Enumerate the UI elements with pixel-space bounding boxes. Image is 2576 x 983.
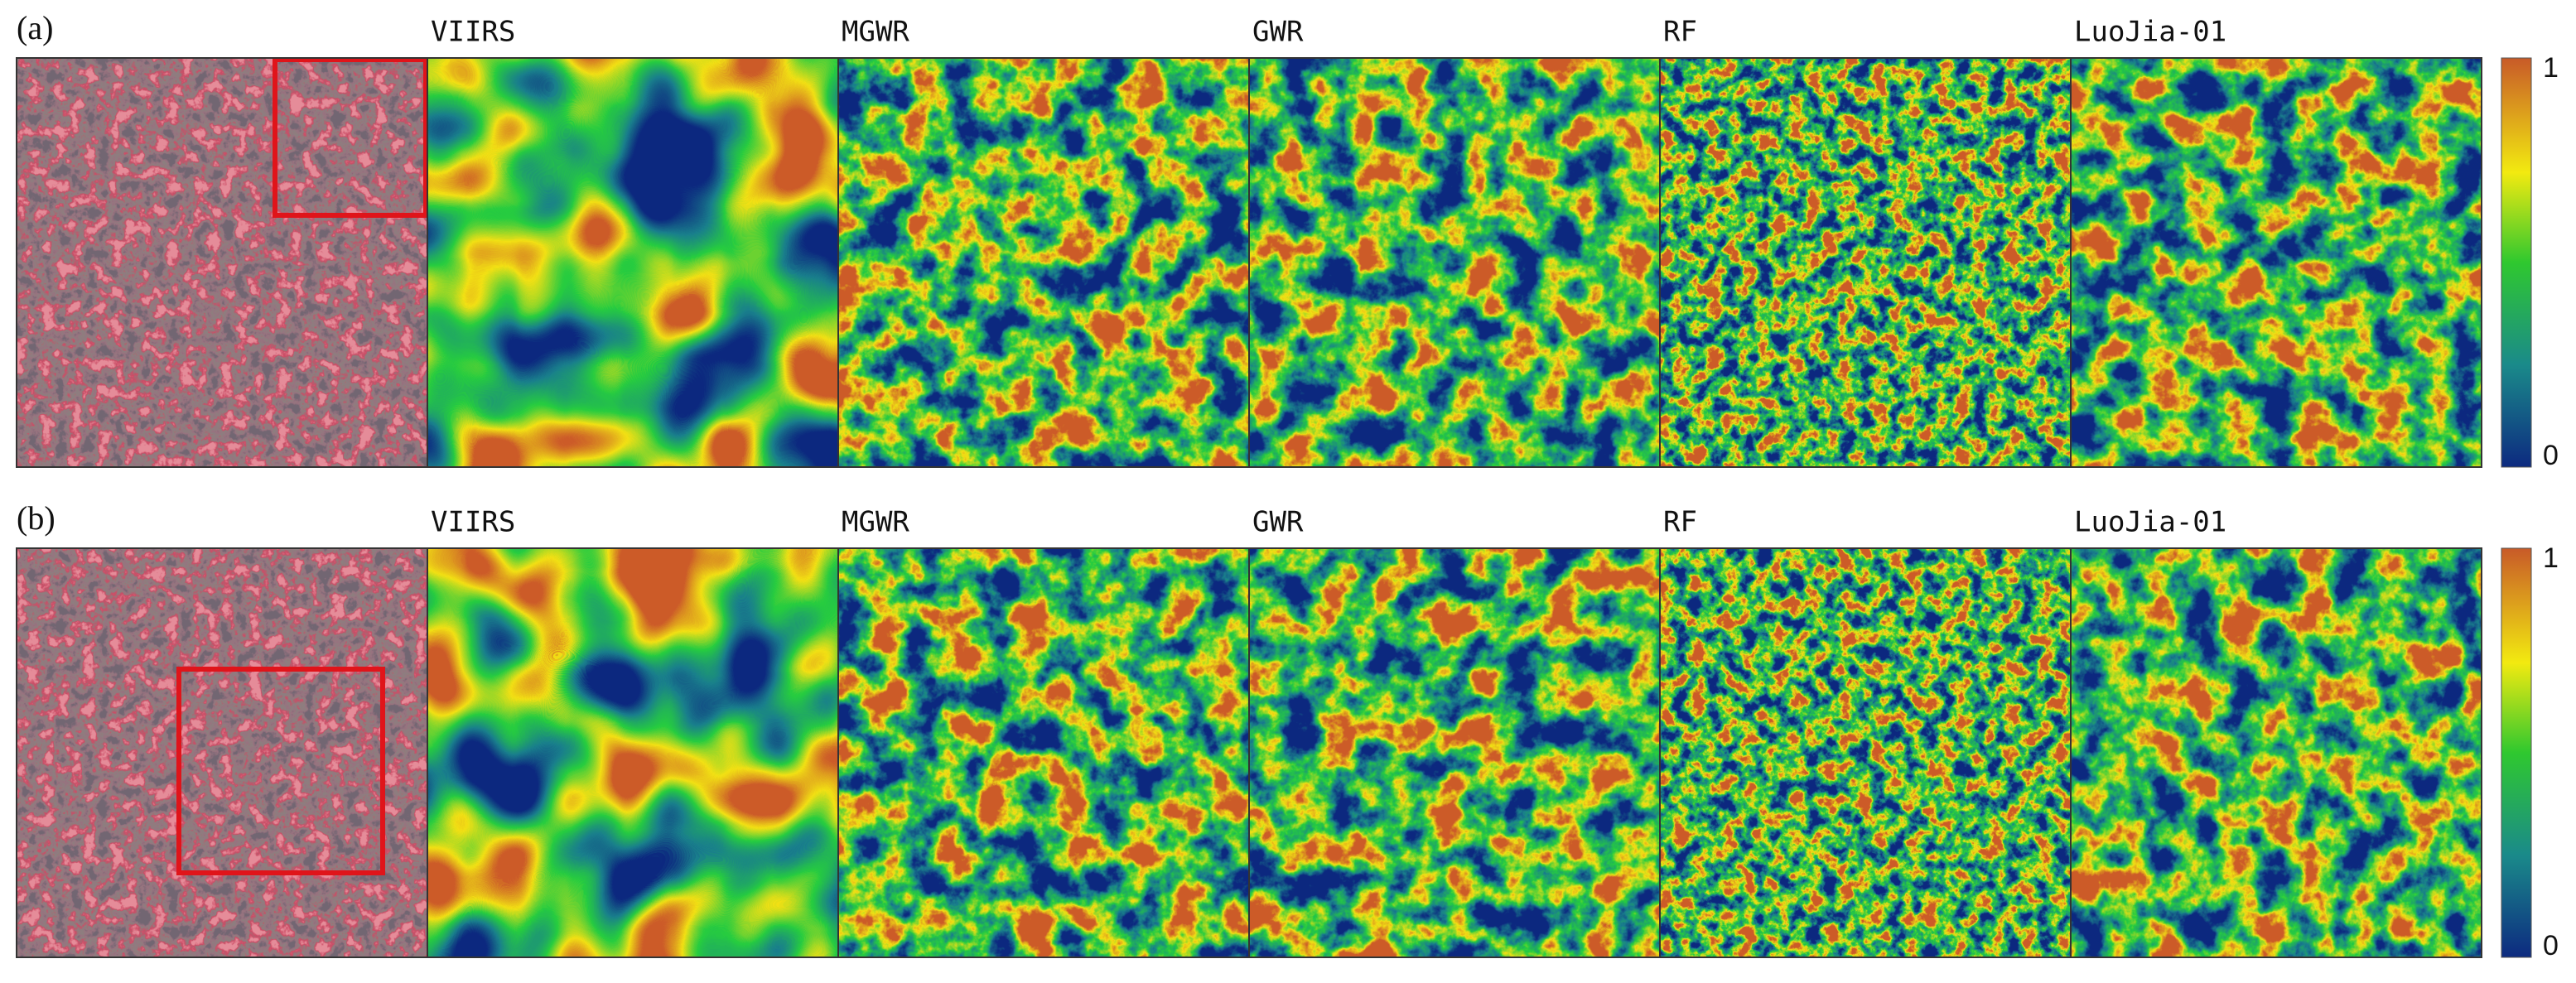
panel-title: GWR (1252, 16, 1304, 49)
panel-title: RF (1663, 506, 1697, 539)
panel-border (16, 57, 428, 468)
map-panel (427, 548, 838, 957)
panel-title: GWR (1252, 506, 1304, 539)
panel-title: RF (1663, 16, 1697, 49)
panel-label: (a) (17, 9, 53, 46)
zoom-box (273, 57, 428, 218)
satellite-image (17, 58, 427, 467)
zoom-box (176, 667, 385, 875)
colorbar (2501, 57, 2532, 468)
colorbar-min: 0 (2543, 930, 2559, 961)
colorbar-max: 1 (2543, 52, 2559, 84)
map-panel (2071, 548, 2482, 957)
panel-border (2070, 57, 2482, 468)
panel-border (16, 547, 428, 958)
panel-title: MGWR (842, 16, 909, 49)
map-panel (838, 548, 1249, 957)
panel-title: MGWR (842, 506, 909, 539)
panel-title: VIIRS (431, 16, 515, 49)
map-panel (427, 58, 838, 467)
panel-border (2070, 547, 2482, 958)
panel-title: LuoJia-01 (2074, 16, 2226, 49)
satellite-image (17, 548, 427, 957)
colorbar-max: 1 (2543, 542, 2559, 574)
panel-title: LuoJia-01 (2074, 506, 2226, 539)
map-panel (1660, 548, 2071, 957)
map-panel (1660, 58, 2071, 467)
map-panel (1249, 58, 1660, 467)
map-panel (2071, 58, 2482, 467)
map-panel (1249, 548, 1660, 957)
map-panel (838, 58, 1249, 467)
panel-title: VIIRS (431, 506, 515, 539)
colorbar-min: 0 (2543, 440, 2559, 471)
colorbar (2501, 547, 2532, 958)
panel-label: (b) (17, 499, 55, 537)
